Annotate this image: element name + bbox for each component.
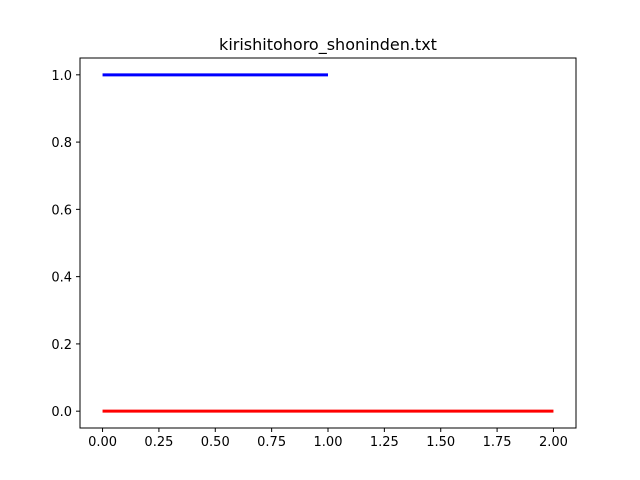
x-tick-label: 1.75 [483,435,512,450]
y-tick-label: 0.6 [51,203,72,218]
x-tick-label: 0.50 [201,435,230,450]
y-tick-label: 0.4 [51,271,72,286]
x-tick-label: 1.25 [370,435,399,450]
x-tick-label: 2.00 [539,435,568,450]
y-tick-label: 1.0 [51,69,72,84]
chart-title: kirishitohoro_shoninden.txt [219,35,437,55]
x-tick-label: 1.00 [314,435,343,450]
x-tick-label: 0.25 [144,435,173,450]
y-tick-label: 0.2 [51,338,72,353]
x-tick-label: 0.00 [88,435,117,450]
x-tick-label: 0.75 [257,435,286,450]
y-tick-label: 0.8 [51,136,72,151]
x-tick-label: 1.50 [426,435,455,450]
y-tick-label: 0.0 [51,405,72,420]
